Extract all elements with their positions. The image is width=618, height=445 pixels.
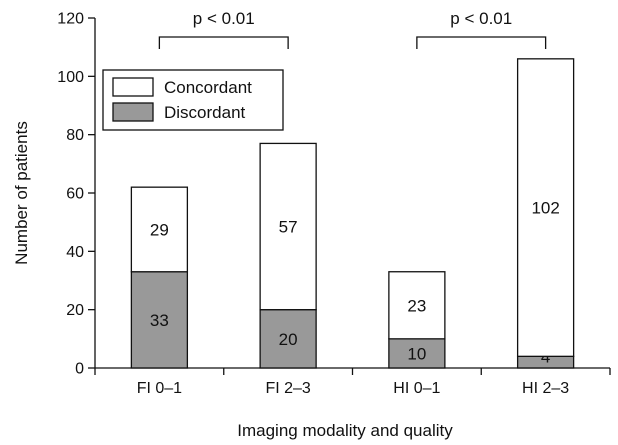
concordant-bar — [130, 186, 189, 273]
x-axis: FI 0–1 FI 2–3 HI 0–1 HI 2–3 — [94, 367, 611, 397]
y-tick-label: 0 — [75, 361, 84, 378]
significance-bracket — [416, 36, 547, 49]
discordant-legend-label: Discordant — [164, 103, 246, 122]
discordant-bar — [388, 338, 446, 369]
data-label: 102 — [531, 199, 559, 218]
p-value-label: p < 0.01 — [193, 9, 255, 28]
data-label: 23 — [407, 296, 426, 315]
y-axis: 0 20 40 60 80 100 120 — [57, 11, 96, 378]
discordant-bar — [130, 271, 189, 369]
y-tick-label: 100 — [57, 69, 84, 86]
discordant-legend-swatch — [112, 102, 154, 122]
x-tick-label: FI 0–1 — [137, 380, 182, 397]
data-label: 33 — [150, 311, 169, 330]
discordant-bar — [259, 309, 317, 369]
data-label: 10 — [407, 344, 426, 363]
data-label: 20 — [279, 330, 298, 349]
x-tick-label: FI 2–3 — [265, 380, 310, 397]
data-label: 57 — [279, 218, 298, 237]
concordant-bar — [388, 271, 446, 340]
y-axis-title: Number of patients — [12, 121, 31, 265]
legend: Concordant Discordant — [102, 69, 284, 131]
significance-annotations: p < 0.01 p < 0.01 — [158, 9, 547, 49]
p-value-label: p < 0.01 — [450, 9, 512, 28]
x-axis-title: Imaging modality and quality — [237, 421, 453, 440]
y-tick-label: 60 — [66, 186, 84, 203]
bars: 3329205710234102 — [130, 58, 575, 369]
y-tick-label: 80 — [66, 127, 84, 144]
data-label: 29 — [150, 220, 169, 239]
y-tick-label: 20 — [66, 302, 84, 319]
significance-bracket — [158, 36, 289, 49]
concordant-legend-label: Concordant — [164, 78, 252, 97]
concordant-bar — [259, 142, 317, 311]
y-tick-label: 40 — [66, 244, 84, 261]
x-tick-label: HI 0–1 — [393, 380, 440, 397]
x-tick-label: HI 2–3 — [522, 380, 569, 397]
concordant-legend-swatch — [112, 77, 154, 97]
concordant-bar — [516, 58, 575, 357]
y-tick-label: 120 — [57, 11, 84, 28]
